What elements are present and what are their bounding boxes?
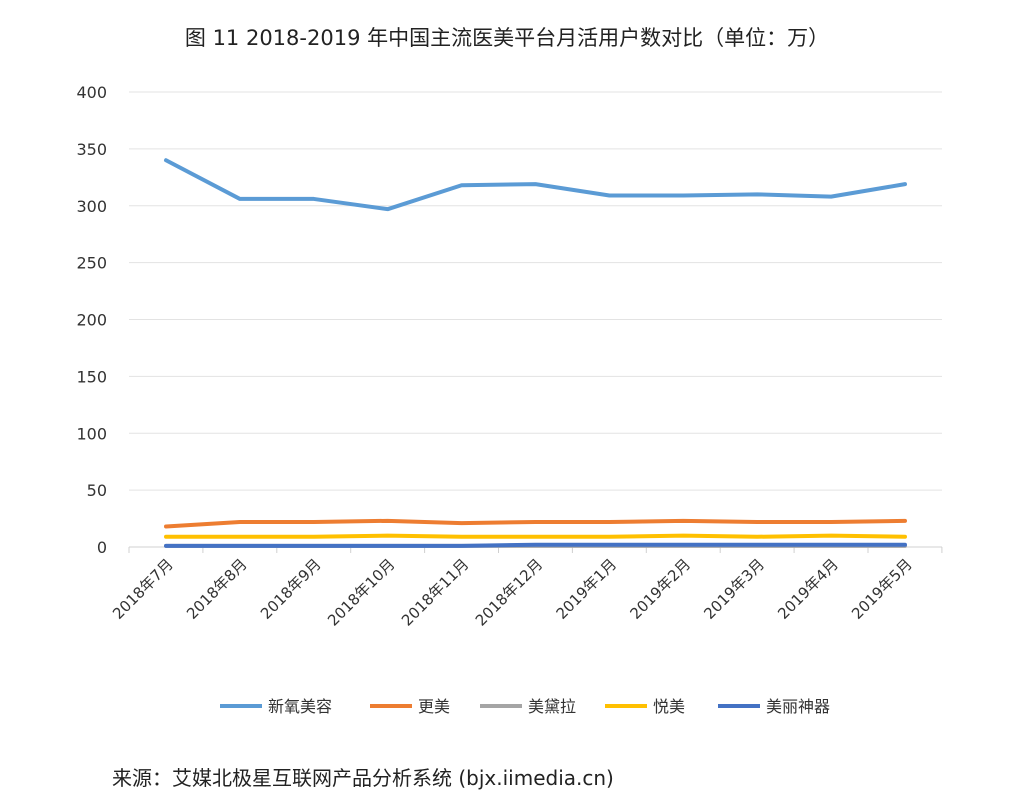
legend-label: 新氧美容: [268, 697, 332, 716]
legend-label: 悦美: [653, 697, 685, 716]
y-tick-label: 0: [97, 538, 107, 557]
source-note: 来源：艾媒北极星互联网产品分析系统 (bjx.iimedia.cn): [112, 766, 614, 790]
y-tick-label: 400: [76, 83, 107, 102]
y-tick-label: 50: [87, 481, 107, 500]
series-line-美丽神器: [164, 542, 907, 548]
legend-label: 美黛拉: [528, 697, 576, 716]
y-tick-label: 250: [76, 254, 107, 273]
y-tick-label: 300: [76, 197, 107, 216]
legend-item: 美黛拉: [480, 697, 576, 716]
x-tick-label: 2018年12月: [472, 555, 546, 629]
legend-label: 更美: [418, 697, 450, 716]
legend-item: 新氧美容: [220, 697, 332, 716]
y-tick-label: 200: [76, 311, 107, 330]
legend-item: 更美: [370, 697, 450, 716]
y-tick-label: 100: [76, 424, 107, 443]
y-tick-label: 150: [76, 367, 107, 386]
x-tick-label: 2019年3月: [700, 555, 768, 623]
chart-title: 图 11 2018-2019 年中国主流医美平台月活用户数对比（单位：万）: [184, 26, 830, 50]
x-tick-label: 2019年1月: [553, 555, 621, 623]
x-tick-label: 2019年2月: [626, 555, 694, 623]
series-line-新氧美容: [164, 158, 907, 212]
x-tick-label: 2018年8月: [183, 555, 251, 623]
series-line-悦美: [164, 533, 907, 539]
legend-item: 悦美: [605, 697, 685, 716]
legend-label: 美丽神器: [766, 697, 830, 716]
x-tick-label: 2019年5月: [848, 555, 916, 623]
x-tick-label: 2018年9月: [257, 555, 325, 623]
x-tick-label: 2018年11月: [398, 555, 472, 629]
x-tick-label: 2018年7月: [109, 555, 177, 623]
x-tick-label: 2019年4月: [774, 555, 842, 623]
series-line-更美: [164, 518, 907, 529]
legend-item: 美丽神器: [718, 697, 830, 716]
y-tick-label: 350: [76, 140, 107, 159]
x-tick-label: 2018年10月: [324, 555, 398, 629]
